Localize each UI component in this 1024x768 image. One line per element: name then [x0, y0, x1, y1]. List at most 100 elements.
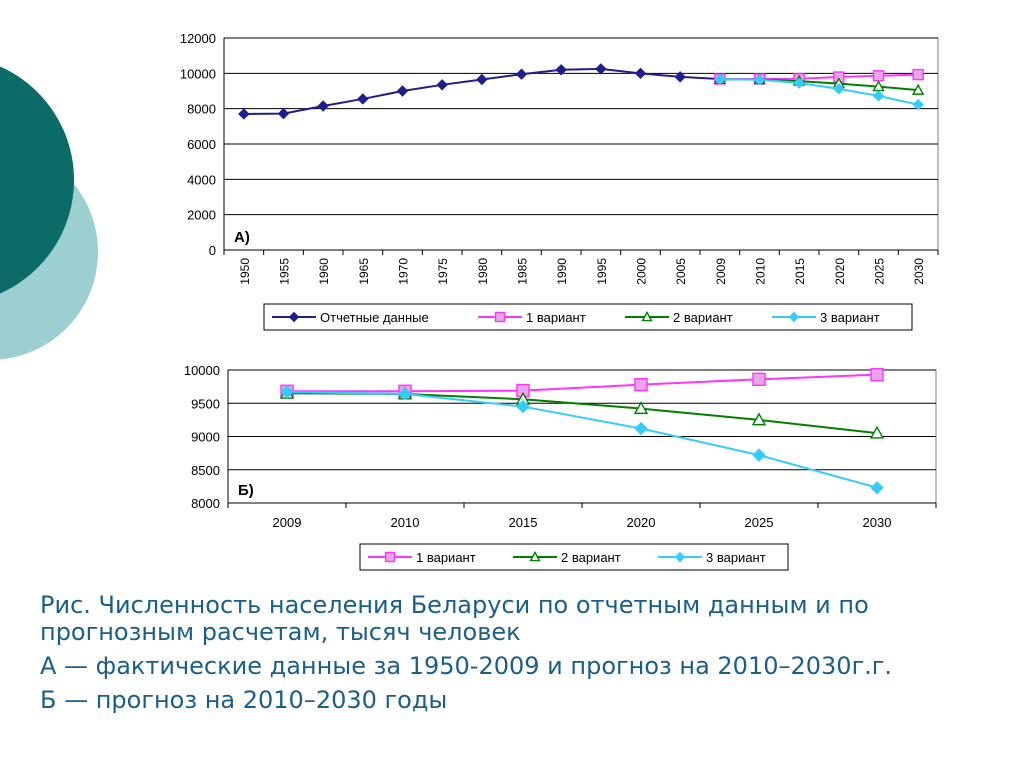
data-point — [752, 372, 766, 387]
x-tick-label: 2009 — [273, 515, 302, 530]
legend-swatch-marker — [788, 311, 800, 323]
y-tick-label: 10000 — [184, 363, 220, 378]
x-tick-label: 2020 — [833, 258, 847, 285]
y-tick-label: 8000 — [187, 102, 216, 117]
y-tick-label: 6000 — [187, 137, 216, 152]
data-point — [238, 108, 250, 120]
series-line — [286, 390, 878, 489]
x-tick-label: 2030 — [912, 258, 926, 285]
data-point — [515, 68, 528, 80]
data-point — [793, 77, 805, 89]
data-point — [869, 425, 885, 439]
y-tick-label: 4000 — [187, 172, 216, 187]
x-tick-label: 2010 — [754, 258, 768, 285]
panel-label: Б) — [238, 482, 254, 499]
legend-entry-label: 1 вариант — [416, 550, 476, 565]
y-tick-label: 0 — [209, 243, 216, 258]
x-tick-label: 1990 — [555, 258, 569, 285]
legend-entry-label: 3 вариант — [820, 310, 880, 325]
y-tick-label: 9500 — [191, 396, 220, 411]
x-tick-label: 2020 — [627, 515, 656, 530]
x-tick-label: 1975 — [436, 258, 450, 285]
legend-swatch-marker — [384, 551, 396, 563]
y-tick-label: 10000 — [180, 66, 216, 81]
series-line — [719, 78, 919, 106]
chart-a: 0 2000 4000 6000 8000 10000 12000 1950 1955 1960 1… — [180, 31, 939, 331]
x-tick-label: 2015 — [509, 515, 538, 530]
legend-swatch-marker — [288, 311, 300, 323]
data-point — [911, 83, 925, 95]
data-point — [751, 412, 767, 426]
figure-caption: Рис. Численность населения Беларуси по о… — [40, 592, 1000, 721]
x-tick-label: 1995 — [595, 258, 609, 285]
data-point — [357, 93, 369, 105]
data-point — [870, 480, 884, 495]
data-point — [634, 421, 648, 436]
y-tick-label: 2000 — [187, 208, 216, 223]
legend-swatch-marker — [494, 311, 506, 323]
decor-circle-dark — [0, 66, 74, 294]
legend: Отчетные данные 1 вариант 2 вариант 3 вариа… — [263, 303, 913, 331]
x-tick-label: 2030 — [863, 515, 892, 530]
x-tick-label: 1970 — [397, 258, 411, 285]
x-tick-label: 2005 — [674, 258, 688, 285]
legend-entry-label: 1 вариант — [526, 310, 586, 325]
series-line — [287, 373, 878, 393]
data-point — [516, 399, 530, 414]
data-point — [714, 73, 726, 85]
data-point — [398, 387, 412, 401]
x-tick-label: 1950 — [238, 258, 252, 285]
decorative-circles — [0, 66, 98, 360]
x-tick-label: 1960 — [317, 258, 331, 285]
x-tick-label: 1955 — [278, 258, 292, 285]
caption-line-3: Б — прогноз на 2010–2030 годы — [40, 686, 448, 714]
x-tick-label: 1985 — [516, 258, 530, 285]
data-point — [912, 98, 924, 111]
data-point — [870, 367, 884, 382]
series-variant3 — [714, 73, 924, 111]
data-point — [633, 401, 649, 415]
data-point — [634, 67, 647, 80]
data-point — [634, 377, 648, 392]
chart-b: 8000 8500 9000 9500 10000 2009 2010 2015 2020 202… — [184, 363, 937, 571]
data-point — [317, 100, 329, 112]
x-tick-label: 1980 — [476, 258, 490, 285]
data-point — [833, 83, 845, 95]
legend-box — [359, 543, 789, 571]
x-tick-label: 2025 — [873, 258, 887, 285]
data-point — [476, 73, 488, 86]
data-point — [752, 448, 766, 462]
caption-line-1: Рис. Численность населения Беларуси по о… — [40, 591, 869, 646]
data-point — [912, 68, 924, 81]
data-point — [555, 64, 567, 76]
data-point — [595, 63, 607, 75]
y-tick-label: 9000 — [191, 430, 220, 445]
y-tick-label: 8000 — [191, 496, 220, 511]
legend-swatch-marker — [641, 311, 653, 322]
data-point — [396, 85, 409, 97]
series-variant3 — [280, 385, 884, 495]
y-tick-label: 8500 — [191, 463, 220, 478]
x-tick-label: 2010 — [391, 515, 420, 530]
legend-swatch-marker — [529, 551, 541, 562]
x-tick-label: 1965 — [357, 258, 371, 285]
legend-entry-label: Отчетные данные — [320, 310, 429, 325]
x-tick-label: 2000 — [635, 258, 649, 285]
data-point — [674, 71, 686, 83]
legend-entry-label: 2 вариант — [673, 310, 733, 325]
x-tick-label: 2015 — [793, 258, 807, 285]
legend-swatch-marker — [674, 551, 686, 563]
data-point — [277, 107, 290, 120]
data-point — [753, 73, 766, 86]
x-tick-label: 2025 — [745, 515, 774, 530]
data-point — [280, 385, 294, 399]
data-point — [872, 70, 885, 82]
legend-entry-label: 2 вариант — [561, 550, 621, 565]
data-point — [436, 79, 448, 91]
data-point — [872, 90, 885, 102]
legend-entry-label: 3 вариант — [706, 550, 766, 565]
panel-label: А) — [234, 229, 250, 246]
caption-line-2: А — фактические данные за 1950-2009 и пр… — [40, 652, 893, 680]
y-tick-label: 12000 — [180, 31, 216, 46]
x-tick-label: 2009 — [714, 258, 728, 285]
